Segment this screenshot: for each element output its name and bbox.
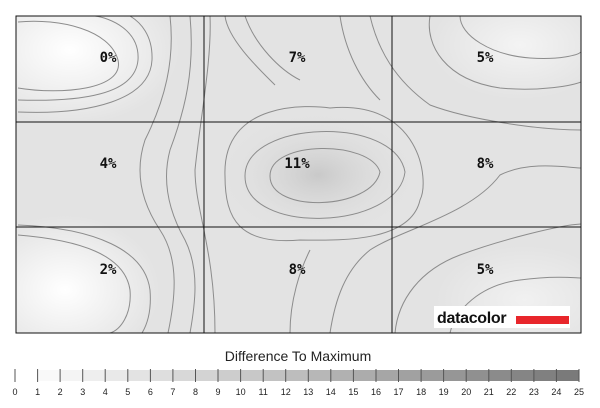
- cell-label-r2c1: 4%: [100, 156, 117, 172]
- cell-label-r3c1: 2%: [100, 262, 117, 278]
- legend-swatch: [398, 370, 422, 381]
- legend-swatch: [127, 370, 151, 381]
- legend-tick-label: 19: [439, 387, 449, 397]
- legend-tick-label: 7: [170, 387, 175, 397]
- legend-swatch: [105, 370, 128, 381]
- legend-tick-label: 20: [461, 387, 471, 397]
- color-legend: Difference To Maximum 0 1 2 3 4 5 6 7 8 9 10 11 12 13…: [12, 348, 584, 397]
- legend-swatch: [195, 370, 219, 381]
- cell-label-r2c3: 8%: [477, 156, 494, 172]
- datacolor-logo: datacolor: [434, 306, 570, 328]
- legend-swatch: [150, 370, 173, 381]
- cell-labels: 0% 7% 5% 4% 11% 8% 2% 8% 5%: [100, 50, 494, 278]
- cell-label-r3c3: 5%: [477, 262, 494, 278]
- legend-swatch: [82, 370, 106, 381]
- legend-swatch: [376, 370, 399, 381]
- cell-label-r3c2: 8%: [289, 262, 306, 278]
- grid-lines: [15, 15, 582, 334]
- legend-swatch: [353, 370, 376, 381]
- legend-swatches: [14, 369, 580, 382]
- cell-label-r1c1: 0%: [100, 50, 117, 66]
- legend-tick-label: 2: [58, 387, 63, 397]
- legend-swatch: [60, 370, 83, 381]
- legend-tick-label: 16: [371, 387, 381, 397]
- cell-label-r2c2: 11%: [284, 156, 310, 172]
- legend-tick-label: 11: [259, 387, 268, 397]
- legend-tick-label: 9: [215, 387, 220, 397]
- legend-swatch: [15, 370, 38, 381]
- legend-swatch: [263, 370, 286, 381]
- legend-swatch: [172, 370, 196, 381]
- legend-swatch: [421, 370, 444, 381]
- legend-tick-label: 14: [326, 387, 336, 397]
- legend-swatch: [218, 370, 241, 381]
- legend-tick-label: 21: [484, 387, 494, 397]
- legend-tick-label: 10: [236, 387, 246, 397]
- legend-swatch: [308, 370, 331, 381]
- cell-label-r1c2: 7%: [289, 50, 306, 66]
- legend-swatch: [533, 370, 557, 381]
- legend-tick-label: 25: [574, 387, 584, 397]
- legend-tick-label: 8: [193, 387, 198, 397]
- legend-swatch: [37, 370, 61, 381]
- legend-swatch: [556, 370, 579, 381]
- legend-tick-label: 6: [148, 387, 153, 397]
- legend-tick-label: 1: [35, 387, 40, 397]
- legend-swatch: [466, 370, 489, 381]
- legend-tick-label: 5: [125, 387, 130, 397]
- legend-swatch: [488, 370, 512, 381]
- legend-tick-label: 4: [103, 387, 108, 397]
- legend-tick-label: 17: [393, 387, 403, 397]
- legend-tick-label: 12: [281, 387, 291, 397]
- legend-tick-labels: 0 1 2 3 4 5 6 7 8 9 10 11 12 13 14 15 16 17 18 19 20 21 22 23 24…: [12, 387, 584, 397]
- legend-tick-label: 18: [416, 387, 426, 397]
- heatmap-plot: 0% 7% 5% 4% 11% 8% 2% 8% 5% datacolor: [15, 15, 582, 334]
- legend-tick-label: 3: [80, 387, 85, 397]
- legend-tick-label: 24: [551, 387, 561, 397]
- legend-swatch: [511, 370, 534, 381]
- legend-tick-label: 22: [506, 387, 516, 397]
- legend-tick-label: 15: [348, 387, 358, 397]
- logo-text: datacolor: [437, 310, 506, 327]
- legend-tick-label: 0: [12, 387, 17, 397]
- legend-swatch: [285, 370, 309, 381]
- legend-tick-label: 23: [529, 387, 539, 397]
- legend-tick-label: 13: [303, 387, 313, 397]
- legend-swatch: [443, 370, 467, 381]
- legend-swatch: [330, 370, 354, 381]
- logo-red-bar: [516, 316, 569, 324]
- cell-label-r1c3: 5%: [477, 50, 494, 66]
- legend-swatch: [240, 370, 264, 381]
- legend-title: Difference To Maximum: [225, 348, 372, 364]
